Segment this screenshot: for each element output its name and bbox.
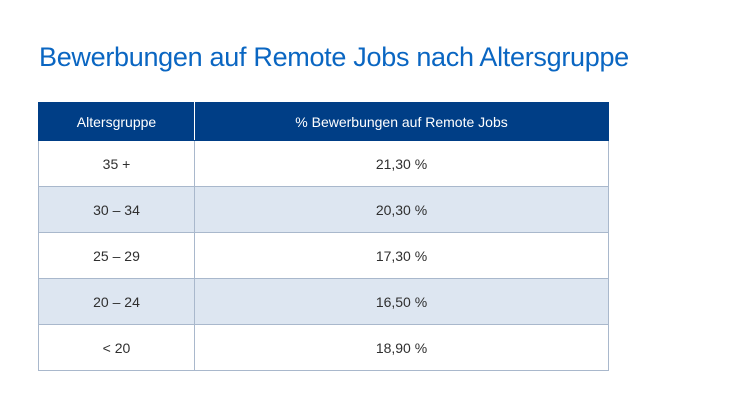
remote-share-cell: 17,30 % [194,232,609,279]
remote-share-cell: 20,30 % [194,186,609,233]
table-row: 25 – 29 17,30 % [38,232,609,279]
table-header-row: Altersgruppe % Bewerbungen auf Remote Jo… [38,102,609,141]
column-header-age-group: Altersgruppe [38,102,195,141]
age-group-cell: 30 – 34 [38,186,195,233]
data-table: Altersgruppe % Bewerbungen auf Remote Jo… [38,102,609,371]
table-row: 20 – 24 16,50 % [38,278,609,325]
age-group-cell: 20 – 24 [38,278,195,325]
age-group-cell: 35 + [38,140,195,187]
column-header-remote-share: % Bewerbungen auf Remote Jobs [194,102,609,141]
remote-share-cell: 16,50 % [194,278,609,325]
age-group-cell: 25 – 29 [38,232,195,279]
table-row: 30 – 34 20,30 % [38,186,609,233]
remote-share-cell: 18,90 % [194,324,609,371]
age-group-cell: < 20 [38,324,195,371]
table-row: 35 + 21,30 % [38,140,609,187]
table-row: < 20 18,90 % [38,324,609,371]
remote-share-cell: 21,30 % [194,140,609,187]
chart-title: Bewerbungen auf Remote Jobs nach Altersg… [39,42,629,72]
